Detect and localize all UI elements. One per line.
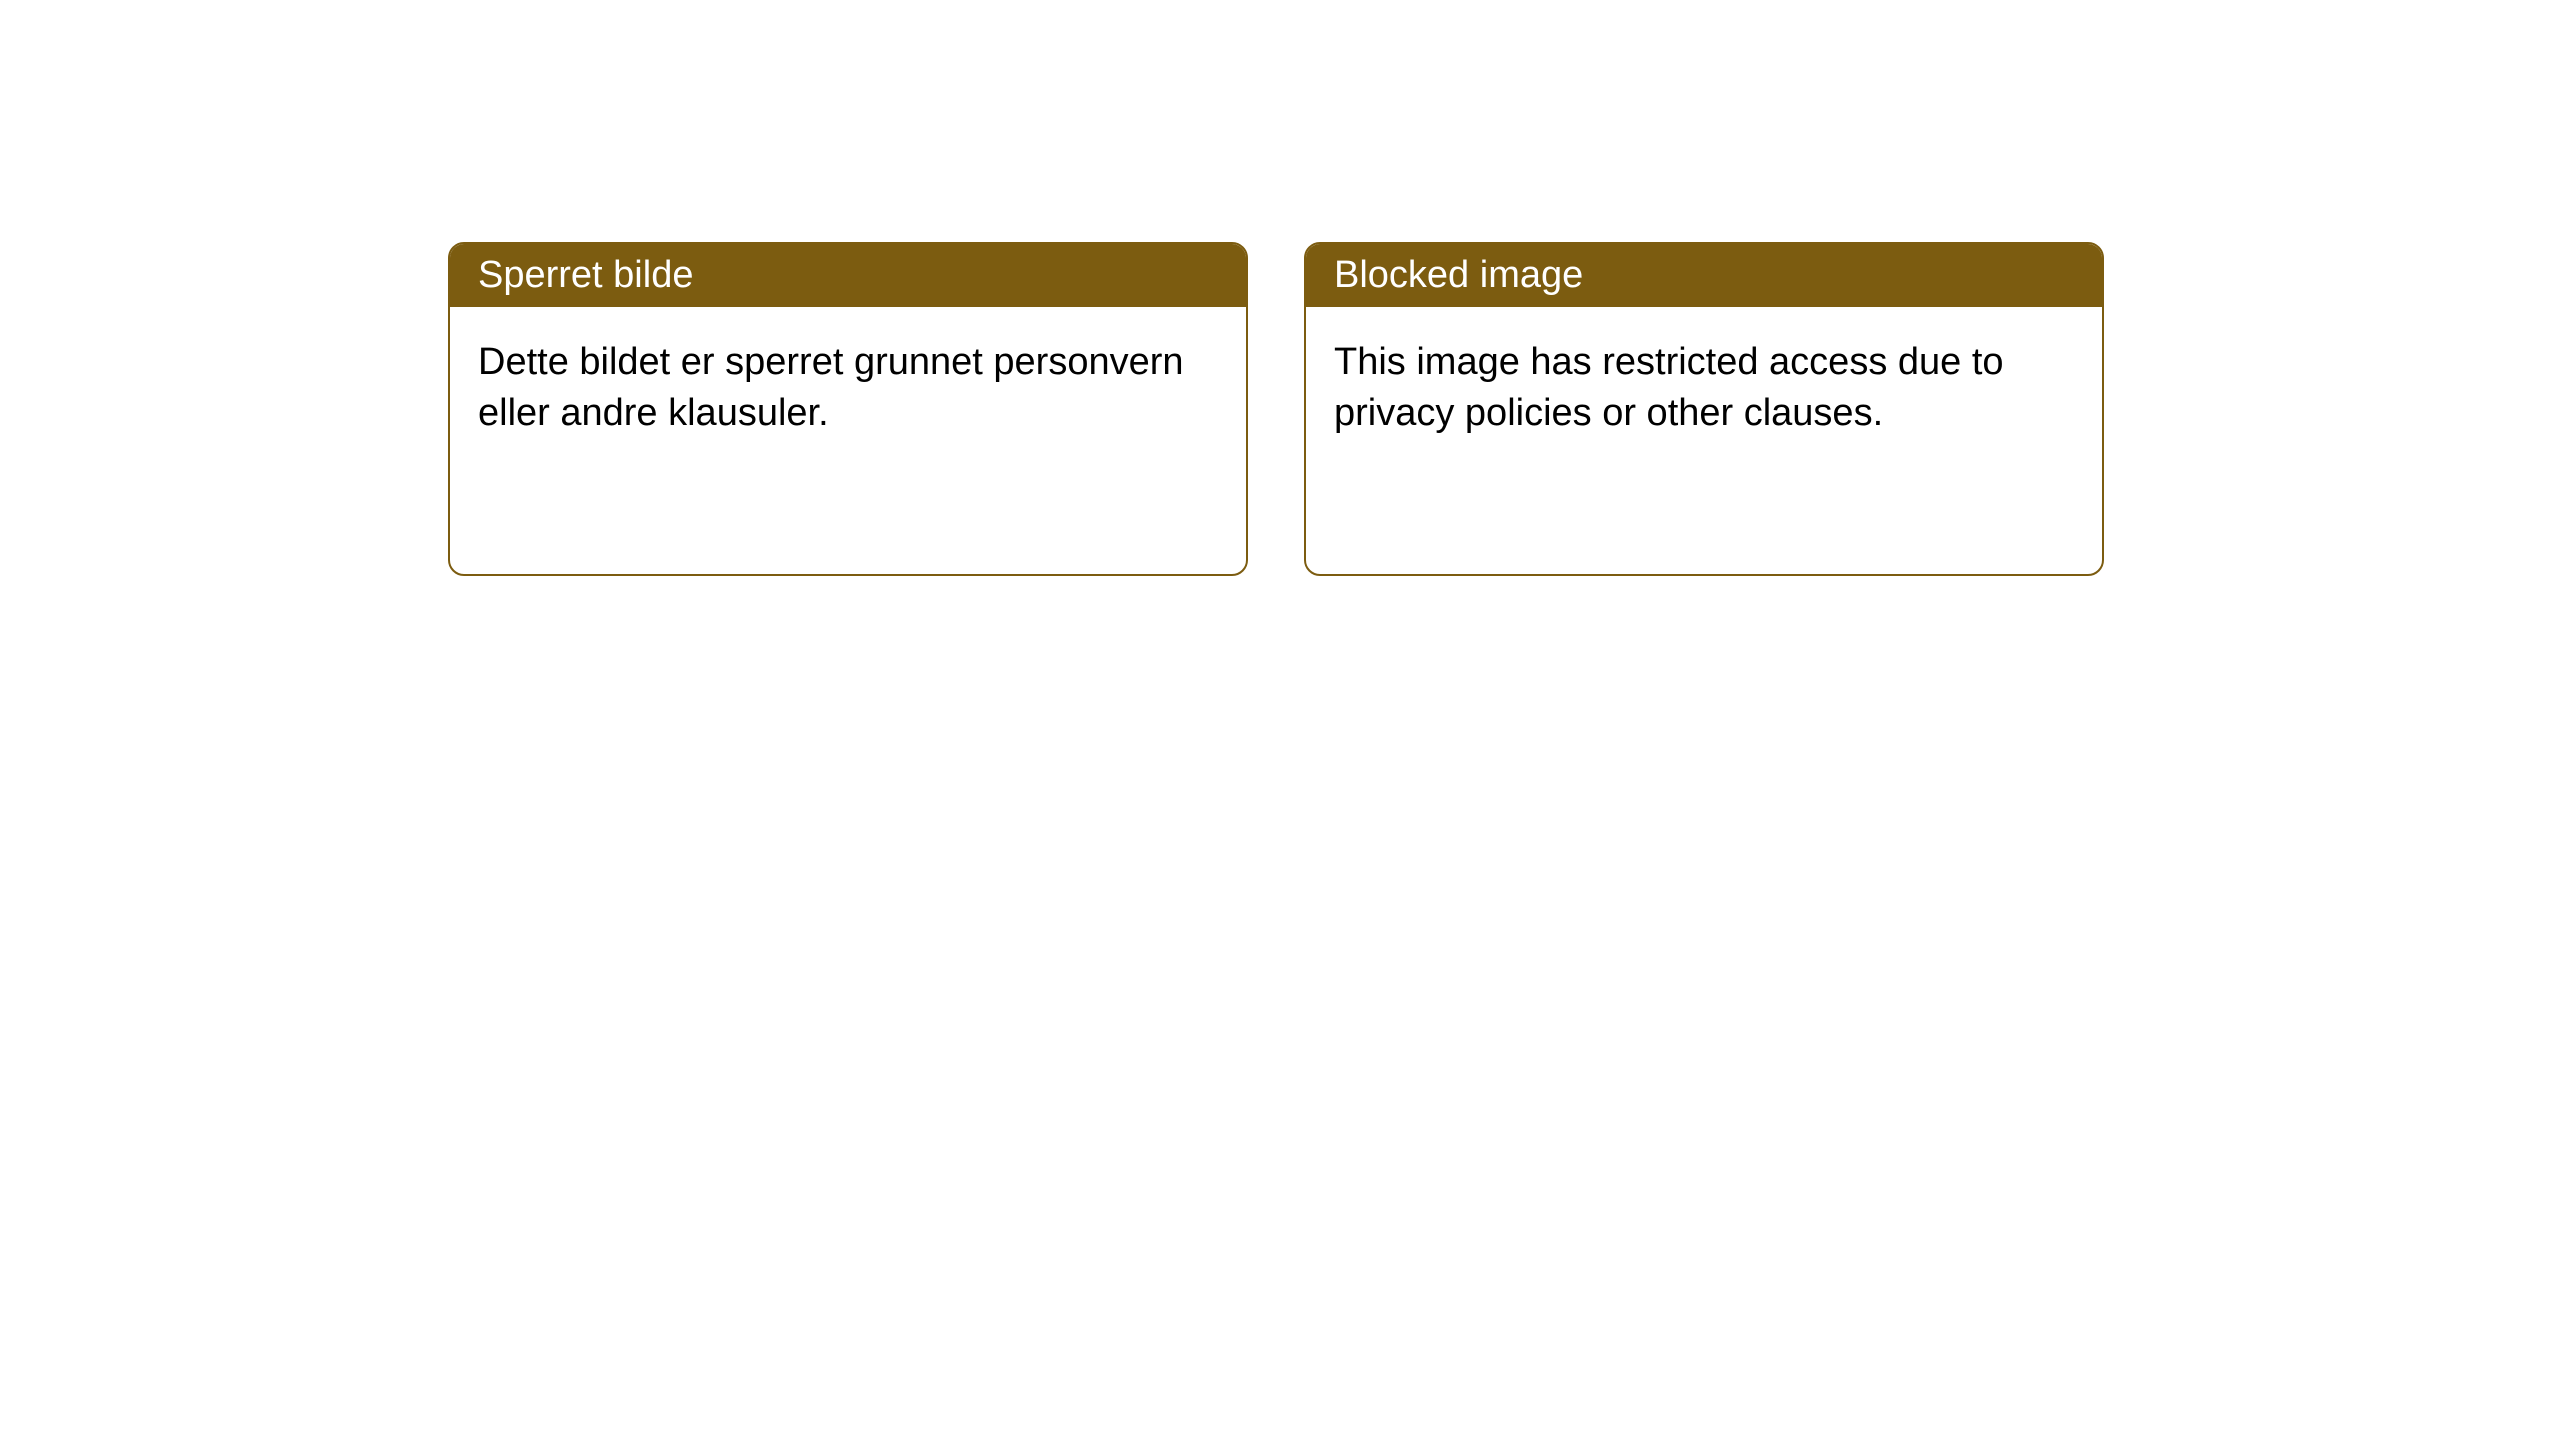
notice-card-english: Blocked image This image has restricted …	[1304, 242, 2104, 576]
notice-body-text: This image has restricted access due to …	[1334, 341, 2004, 434]
notice-body: Dette bildet er sperret grunnet personve…	[450, 307, 1246, 470]
notice-body: This image has restricted access due to …	[1306, 307, 2102, 470]
notice-body-text: Dette bildet er sperret grunnet personve…	[478, 341, 1184, 434]
notice-title: Blocked image	[1334, 254, 1583, 296]
notice-header: Sperret bilde	[450, 244, 1246, 307]
notice-title: Sperret bilde	[478, 254, 693, 296]
notice-container: Sperret bilde Dette bildet er sperret gr…	[0, 0, 2560, 576]
notice-card-norwegian: Sperret bilde Dette bildet er sperret gr…	[448, 242, 1248, 576]
notice-header: Blocked image	[1306, 244, 2102, 307]
